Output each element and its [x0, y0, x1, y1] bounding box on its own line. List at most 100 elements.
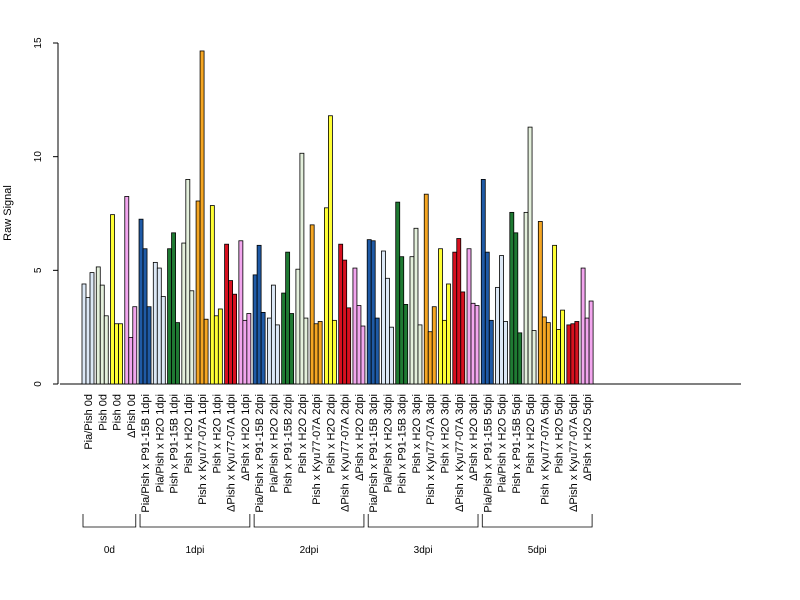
x-tick-label: Pish x Kyu77-07A 2dpi: [311, 394, 323, 505]
bar: [213, 315, 219, 385]
x-tick-label: Pish x H2O 3dpi: [440, 394, 452, 473]
bar: [460, 291, 466, 385]
bar: [224, 243, 230, 385]
bar: [566, 324, 572, 385]
bar: [417, 324, 423, 385]
x-tick-label: ΔPish x Kyu77-07A 2dpi: [340, 394, 352, 512]
bar: [413, 227, 419, 385]
bar: [338, 243, 344, 385]
bar: [317, 321, 323, 385]
x-tick-label: ΔPish x H2O 3dpi: [468, 394, 480, 481]
bar: [374, 317, 380, 385]
bar: [181, 242, 187, 385]
bar: [409, 256, 415, 385]
bar: [513, 232, 519, 385]
bar: [531, 330, 537, 385]
bar: [580, 267, 586, 385]
x-tick-label: Pish 0d: [112, 394, 124, 431]
bar: [523, 211, 529, 385]
group-label: 3dpi: [414, 545, 433, 556]
bar: [274, 324, 280, 385]
x-tick-label: Pish x H2O 5dpi: [554, 394, 566, 473]
bar: [252, 274, 258, 385]
x-tick-label: Pia/Pish x H2O 5dpi: [497, 394, 509, 492]
x-tick-labels: Pia/Pish 0d Pish 0d Pish 0d ΔPish 0d Pia/Pis…: [83, 394, 594, 513]
bar: [199, 50, 205, 385]
bar: [438, 248, 443, 385]
y-axis: 0 5 10 15: [33, 37, 59, 387]
bar: [442, 319, 447, 385]
bar: [209, 205, 215, 385]
group-brackets: 0d 1dpi 2dpi 3dpi 5dpi: [82, 514, 593, 556]
x-tick-label: ΔPish x H2O 1dpi: [240, 394, 252, 481]
group-bracket: [253, 514, 365, 528]
bar: [156, 267, 162, 385]
bar: [95, 266, 101, 385]
bar: [545, 322, 551, 385]
x-tick-label: Pia/Pish x H2O 2dpi: [268, 394, 280, 492]
bar: [446, 283, 451, 385]
bar: [313, 323, 319, 385]
y-tick-label: 5: [33, 267, 44, 273]
x-tick-label: Pia/Pish x P91-15B 3dpi: [368, 394, 380, 513]
x-tick-label: Pish x H2O 1dpi: [183, 394, 195, 473]
x-tick-label: ΔPish x Kyu77-07A 3dpi: [454, 394, 466, 512]
x-tick-label: Pia/Pish 0d: [83, 394, 95, 450]
bar: [370, 240, 376, 385]
bar: [556, 329, 561, 385]
bar: [99, 284, 105, 385]
bar: [256, 244, 262, 385]
bar: [431, 306, 437, 385]
x-tick-label: ΔPish 0d: [126, 394, 138, 438]
bar: [385, 277, 390, 385]
bar: [456, 238, 462, 385]
bar: [560, 309, 565, 385]
bar: [452, 251, 458, 385]
group-label: 5dpi: [528, 545, 547, 556]
bar: [342, 259, 348, 385]
group-bracket: [481, 514, 593, 528]
bar: [480, 178, 486, 385]
bar: [309, 224, 315, 385]
bar: [281, 292, 287, 385]
bar: [395, 201, 401, 385]
group-label: 1dpi: [185, 545, 204, 556]
group-bracket: [367, 514, 479, 528]
bar: [246, 313, 252, 385]
bar: [260, 311, 266, 385]
bar: [346, 307, 352, 385]
x-tick-label: Pish 0d: [97, 394, 109, 431]
bar: [203, 318, 209, 385]
bar: [381, 250, 386, 385]
bar: [570, 323, 576, 385]
bar: [495, 286, 500, 385]
bar: [124, 196, 130, 385]
bar: [270, 284, 276, 385]
bar: [285, 251, 291, 385]
bar: [167, 248, 172, 385]
x-tick-label: Pish x H2O 3dpi: [411, 394, 423, 473]
bar: [289, 313, 295, 385]
bar: [328, 115, 333, 385]
x-tick-label: Pish x H2O 2dpi: [297, 394, 309, 473]
x-tick-label: Pish x P91-15B 2dpi: [283, 394, 295, 494]
bar: [238, 240, 244, 385]
bar: [332, 319, 337, 385]
bar: [574, 321, 580, 385]
x-tick-label: Pish x Kyu77-07A 5dpi: [539, 394, 551, 505]
y-tick-label: 10: [33, 151, 44, 163]
bar: [171, 232, 176, 385]
bar: [146, 306, 152, 385]
bar: [128, 336, 134, 385]
x-tick-label: Pish x H2O 1dpi: [211, 394, 223, 473]
group-bracket: [139, 514, 251, 528]
bar: [584, 317, 590, 385]
bar: [232, 293, 238, 385]
group-label: 2dpi: [300, 545, 319, 556]
bar: [110, 214, 115, 385]
bar: [466, 248, 472, 385]
bar: [217, 308, 223, 385]
bar: [138, 218, 144, 385]
x-tick-label: Pish x H2O 2dpi: [325, 394, 337, 473]
